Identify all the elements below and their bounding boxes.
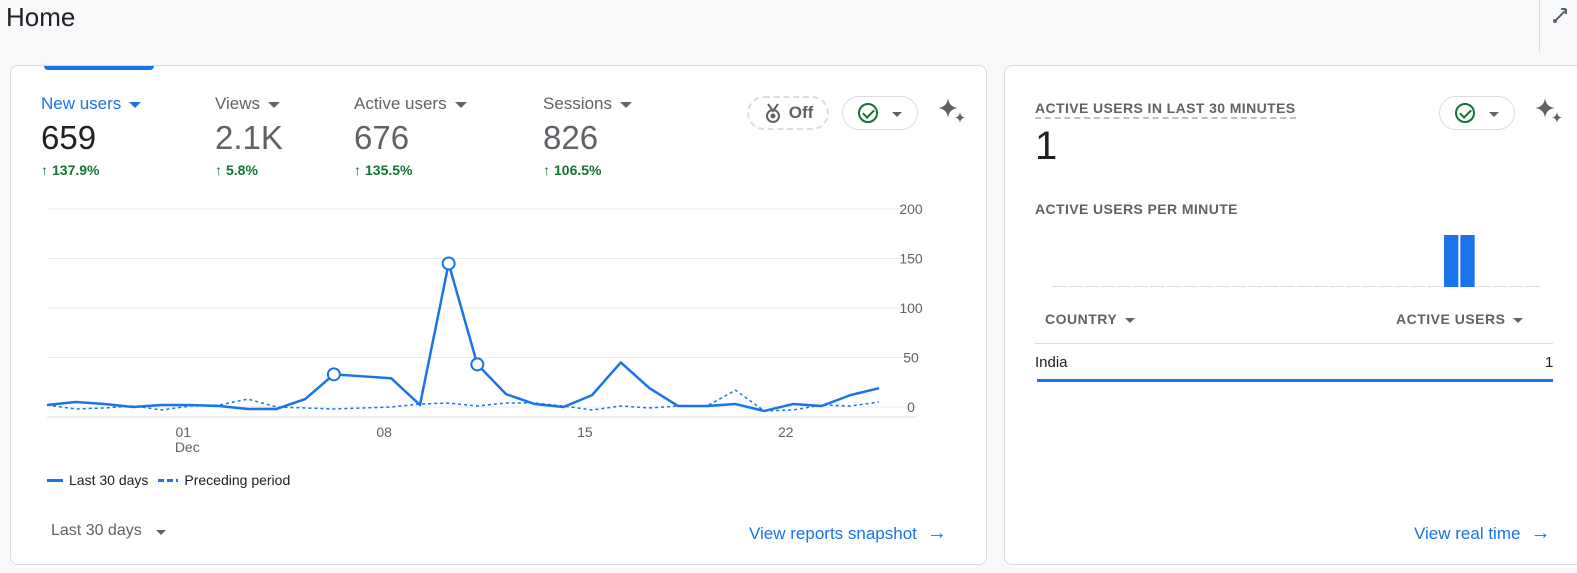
table-cell-country: India: [1035, 354, 1068, 371]
arrow-up-icon: ↑: [543, 162, 550, 178]
metric-label-text: Views: [215, 94, 261, 113]
metric-change-value: 106.5%: [554, 162, 602, 178]
column-label: COUNTRY: [1045, 311, 1118, 327]
link-label: View real time: [1414, 523, 1521, 543]
metric-change-value: 5.8%: [226, 162, 258, 178]
legend-dashed-swatch: [158, 478, 179, 482]
metric-change: ↑ 135.5%: [354, 162, 467, 178]
header-divider: [1539, 0, 1540, 52]
caret-down-icon: [892, 111, 902, 117]
caret-down-icon: [1513, 317, 1524, 323]
metric-change-value: 135.5%: [365, 162, 413, 178]
metric-value: 2.1K: [215, 119, 283, 156]
legend-label: Last 30 days: [69, 472, 149, 488]
sparkle-icon[interactable]: [1533, 96, 1565, 128]
metric-new-users[interactable]: New users 659 ↑ 137.9%: [41, 94, 142, 178]
arrow-up-icon: ↑: [354, 162, 361, 178]
metric-value: 826: [543, 119, 599, 156]
medal-icon: [765, 103, 780, 123]
metric-value: 659: [41, 119, 97, 156]
metric-change-value: 137.9%: [52, 162, 100, 178]
data-point-marker: [441, 256, 456, 271]
legend-solid-swatch: [47, 478, 63, 482]
metric-change: ↑ 106.5%: [543, 162, 632, 178]
caret-down-icon: [1489, 111, 1499, 117]
legend-label: Preceding period: [184, 472, 291, 488]
data-point-marker: [326, 367, 341, 382]
x-tick-label: 22: [778, 424, 794, 440]
per-minute-label: ACTIVE USERS PER MINUTE: [1035, 201, 1238, 217]
y-tick-label: 150: [899, 251, 923, 267]
y-tick-label: 0: [907, 399, 915, 415]
x-tick-sublabel: Dec: [175, 439, 200, 455]
column-header-country[interactable]: COUNTRY: [1045, 311, 1136, 327]
link-label: View reports snapshot: [749, 523, 917, 543]
table-row-bar: [1037, 379, 1553, 382]
view-reports-snapshot-link[interactable]: View reports snapshot →: [749, 522, 947, 545]
selected-tab-indicator: [44, 66, 154, 70]
metric-label-text: Active users: [354, 94, 447, 113]
metric-change: ↑ 5.8%: [215, 162, 283, 178]
realtime-card: ACTIVE USERS IN LAST 30 MINUTES 1 ACTIVE…: [1004, 65, 1577, 565]
metric-views[interactable]: Views 2.1K ↑ 5.8%: [215, 94, 283, 178]
legend-item-last-30: Last 30 days: [47, 472, 148, 488]
series-line-preceding-period: [46, 389, 880, 412]
y-tick-label: 100: [899, 300, 923, 316]
metric-label-text: New users: [41, 94, 122, 113]
per-minute-bar-chart: [1052, 235, 1540, 287]
legend-item-preceding: Preceding period: [158, 472, 290, 488]
date-range-label: Last 30 days: [51, 522, 142, 539]
caret-down-icon: [268, 102, 281, 108]
realtime-title[interactable]: ACTIVE USERS IN LAST 30 MINUTES: [1035, 100, 1296, 119]
caret-down-icon: [155, 529, 166, 535]
series-line-last-30-days: [46, 262, 880, 413]
per-minute-bar: [1444, 235, 1459, 287]
view-real-time-link[interactable]: View real time →: [1414, 522, 1550, 545]
check-circle-icon: [858, 103, 878, 123]
arrow-right-icon: →: [926, 522, 947, 544]
metric-label-text: Sessions: [543, 94, 612, 113]
x-tick-label: 01: [175, 424, 191, 440]
x-tick-label: 08: [376, 424, 392, 440]
metric-value: 676: [354, 119, 410, 156]
metric-label-active-users[interactable]: Active users: [354, 94, 467, 114]
metric-label-sessions[interactable]: Sessions: [543, 94, 632, 114]
realtime-quality-dropdown[interactable]: [1439, 96, 1515, 130]
expand-icon[interactable]: [1552, 6, 1568, 31]
date-range-selector[interactable]: Last 30 days: [51, 522, 166, 540]
y-tick-label: 50: [903, 350, 919, 366]
data-quality-dropdown[interactable]: [842, 96, 918, 130]
column-label: ACTIVE USERS: [1396, 311, 1506, 327]
sparkle-icon[interactable]: [936, 96, 968, 128]
metric-label-new-users[interactable]: New users: [41, 94, 142, 114]
per-minute-bar: [1460, 235, 1475, 287]
metric-active-users[interactable]: Active users 676 ↑ 135.5%: [354, 94, 467, 178]
arrow-up-icon: ↑: [41, 162, 48, 178]
table-cell-users: 1: [1545, 354, 1554, 371]
metric-sessions[interactable]: Sessions 826 ↑ 106.5%: [543, 94, 632, 178]
column-header-active-users[interactable]: ACTIVE USERS: [1396, 311, 1524, 327]
x-tick-label: 15: [577, 424, 593, 440]
metric-label-views[interactable]: Views: [215, 94, 283, 114]
arrow-up-icon: ↑: [215, 162, 222, 178]
table-divider: [1035, 343, 1553, 344]
overview-card: New users 659 ↑ 137.9% Views 2.1K ↑ 5.8% A…: [10, 65, 987, 565]
check-circle-icon: [1455, 103, 1475, 123]
arrow-right-icon: →: [1530, 522, 1551, 544]
caret-down-icon: [129, 102, 142, 108]
y-tick-label: 200: [899, 201, 923, 217]
page-title: Home: [6, 2, 76, 32]
data-point-marker: [470, 357, 485, 372]
benchmark-toggle[interactable]: Off: [747, 96, 829, 130]
chart-legend: Last 30 days Preceding period: [47, 472, 290, 488]
benchmark-label: Off: [788, 103, 814, 122]
realtime-value: 1: [1035, 124, 1058, 168]
metric-change: ↑ 137.9%: [41, 162, 141, 178]
caret-down-icon: [1125, 317, 1136, 323]
caret-down-icon: [454, 102, 467, 108]
caret-down-icon: [619, 102, 632, 108]
